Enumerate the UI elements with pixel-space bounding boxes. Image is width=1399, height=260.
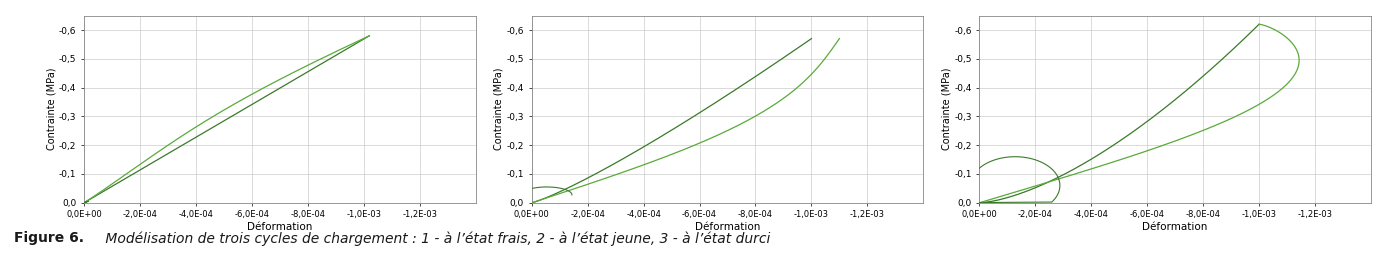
X-axis label: Déformation: Déformation [1143, 222, 1207, 232]
Text: Modélisation de trois cycles de chargement : 1 - à l’état frais, 2 - à l’état je: Modélisation de trois cycles de chargeme… [101, 231, 769, 246]
Y-axis label: Contrainte (MPa): Contrainte (MPa) [494, 68, 504, 151]
Text: Figure 6.: Figure 6. [14, 231, 84, 245]
Y-axis label: Contrainte (MPa): Contrainte (MPa) [46, 68, 56, 151]
Y-axis label: Contrainte (MPa): Contrainte (MPa) [942, 68, 951, 151]
X-axis label: Déformation: Déformation [695, 222, 760, 232]
X-axis label: Déformation: Déformation [248, 222, 312, 232]
